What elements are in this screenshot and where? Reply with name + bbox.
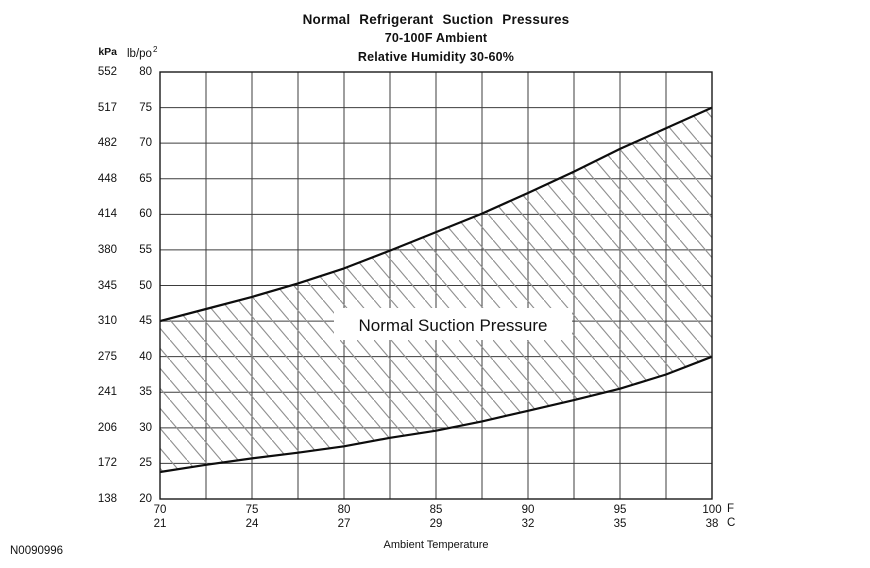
upper-limit-curve: [159, 106, 713, 323]
chart-subtitle-ambient: 70-100F Ambient: [384, 31, 488, 45]
y-tick-kpa: 310: [97, 315, 117, 328]
y-tick-kpa: 380: [97, 243, 117, 256]
x-tick-celsius: 32: [521, 518, 535, 530]
y-tick-lb: 65: [139, 172, 152, 185]
x-tick-celsius: 21: [153, 518, 167, 530]
x-axis-title: Ambient Temperature: [383, 539, 489, 551]
x-axis-unit-f: F: [727, 503, 735, 515]
y-tick-kpa: 206: [97, 421, 117, 434]
band-label: Normal Suction Pressure: [359, 316, 548, 335]
x-tick-celsius: 38: [705, 518, 719, 530]
y-tick-lb: 40: [139, 350, 152, 363]
y-tick-kpa: 138: [97, 493, 117, 505]
x-tick-celsius: 24: [245, 518, 259, 530]
y-tick-lb: 30: [139, 421, 152, 434]
chart-titles: Normal Refrigerant Suction Pressures 70-…: [160, 10, 712, 67]
y-tick-lb: 75: [139, 101, 152, 114]
y-tick-lb: 45: [139, 315, 152, 328]
y-tick-lb: 35: [139, 386, 152, 399]
x-tick-fahrenheit: 100: [702, 504, 722, 516]
x-tick-celsius: 35: [613, 518, 627, 530]
chart-title: Normal Refrigerant Suction Pressures: [302, 12, 570, 27]
x-tick-fahrenheit: 95: [613, 504, 627, 516]
y-tick-kpa: 414: [97, 208, 117, 221]
normal-suction-pressure-band: [160, 107, 712, 472]
y-tick-lb: 80: [139, 66, 152, 78]
y-tick-lb: 60: [139, 208, 152, 221]
y-tick-kpa: 448: [97, 172, 117, 185]
figure-code: N0090996: [10, 545, 64, 557]
lower-limit-curve: [159, 355, 713, 474]
x-tick-fahrenheit: 90: [521, 504, 535, 516]
band-label-box: [334, 308, 572, 340]
y-tick-kpa: 275: [97, 350, 117, 363]
x-tick-fahrenheit: 85: [429, 504, 443, 516]
y-axis-unit-kpa: kPa: [98, 46, 117, 58]
y-tick-kpa: 517: [97, 101, 117, 114]
x-axis-unit-c: C: [727, 517, 736, 529]
y-tick-kpa: 345: [97, 279, 117, 292]
y-tick-lb: 25: [139, 457, 152, 470]
x-tick-fahrenheit: 70: [153, 504, 167, 516]
y-tick-kpa: 172: [97, 457, 117, 470]
x-tick-celsius: 29: [429, 518, 443, 530]
y-axis-unit-lb-po2: lb/po2: [127, 45, 158, 60]
y-tick-kpa: 241: [97, 386, 117, 399]
y-tick-lb: 20: [139, 493, 152, 505]
y-tick-lb: 55: [139, 243, 152, 256]
y-tick-lb: 50: [139, 279, 152, 292]
x-tick-fahrenheit: 75: [245, 504, 259, 516]
x-tick-celsius: 27: [337, 518, 351, 530]
y-tick-kpa: 482: [97, 137, 117, 150]
y-tick-kpa: 552: [97, 66, 117, 78]
y-tick-lb: 70: [139, 137, 152, 150]
chart-subtitle-humidity: Relative Humidity 30-60%: [357, 50, 515, 64]
plot-border: [159, 71, 713, 500]
x-tick-fahrenheit: 80: [337, 504, 351, 516]
